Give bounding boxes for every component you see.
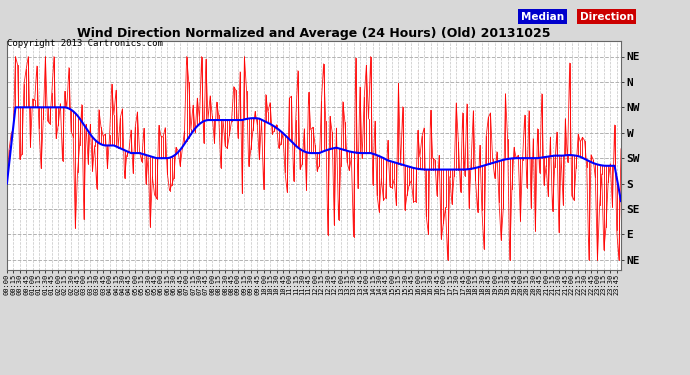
- Text: Copyright 2013 Cartronics.com: Copyright 2013 Cartronics.com: [7, 39, 163, 48]
- Text: Median: Median: [521, 12, 564, 22]
- Text: Direction: Direction: [580, 12, 633, 22]
- Title: Wind Direction Normalized and Average (24 Hours) (Old) 20131025: Wind Direction Normalized and Average (2…: [77, 27, 551, 40]
